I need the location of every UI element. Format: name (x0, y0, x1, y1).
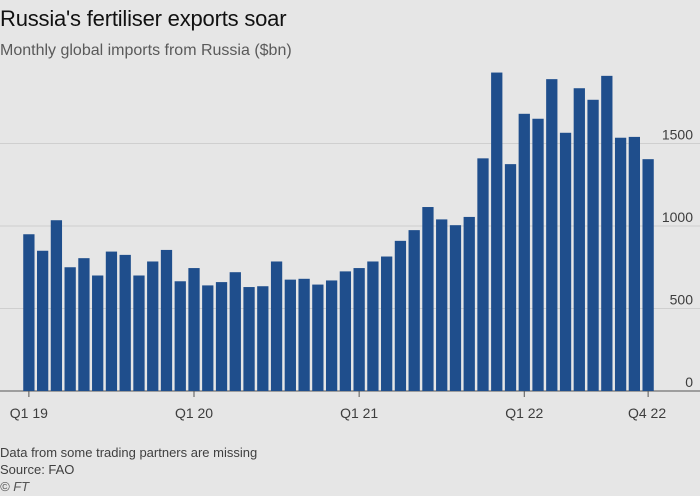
bar (105, 251, 118, 391)
bar (147, 261, 159, 391)
bar (202, 285, 214, 391)
bar (119, 254, 131, 392)
bar (312, 284, 324, 391)
x-tick-label: Q1 20 (175, 405, 213, 421)
bar (422, 207, 434, 391)
chart-title: Russia's fertiliser exports soar (0, 6, 287, 31)
x-tick-label: Q4 22 (628, 405, 666, 421)
bar (64, 267, 76, 391)
bar (642, 159, 654, 391)
bar (298, 278, 310, 391)
bar (174, 281, 186, 391)
bar (601, 75, 613, 391)
bar (367, 261, 379, 391)
bar (518, 113, 530, 392)
y-tick-label: 0 (685, 374, 693, 390)
y-tick-label: 1000 (662, 209, 693, 225)
bar (573, 88, 585, 391)
y-tick-label: 500 (670, 292, 694, 308)
bar (546, 79, 558, 392)
chart-subtitle: Monthly global imports from Russia ($bn) (0, 42, 292, 59)
footer-note: Data from some trading partners are miss… (0, 445, 258, 460)
bar (394, 240, 407, 391)
bar-chart: 0 500 1000 1500 Q1 19 Q1 20 Q1 21 Q1 22 Q4 22 (0, 72, 700, 421)
bar (559, 132, 572, 391)
bar (436, 219, 448, 391)
x-tick-label: Q1 21 (340, 405, 378, 421)
bar (477, 158, 489, 391)
bar (92, 275, 104, 391)
bar (532, 118, 544, 391)
bar (270, 261, 283, 391)
bar-series (23, 72, 654, 392)
bar (449, 225, 462, 391)
bar (23, 234, 35, 391)
source-text: Source: FAO (0, 462, 75, 477)
x-tick-label: Q1 19 (10, 405, 48, 421)
bar (504, 164, 517, 392)
bar (160, 249, 173, 391)
bar (215, 282, 228, 391)
bar (408, 230, 420, 392)
bar (50, 220, 63, 391)
bar (78, 258, 90, 391)
bar (614, 137, 627, 391)
y-axis: 0 500 1000 1500 (662, 127, 693, 391)
bar (284, 279, 296, 392)
bar (243, 287, 255, 391)
bar (188, 268, 200, 391)
bar (381, 256, 393, 391)
bar (628, 136, 640, 391)
bar (37, 250, 49, 391)
bar (257, 286, 269, 391)
bar (491, 72, 503, 392)
bar (353, 268, 365, 391)
bar (325, 280, 338, 391)
x-tick-label: Q1 22 (505, 405, 543, 421)
bar (587, 99, 599, 391)
x-axis: Q1 19 Q1 20 Q1 21 Q1 22 Q4 22 (10, 391, 666, 421)
bar (229, 272, 241, 391)
y-tick-label: 1500 (662, 127, 693, 143)
bar (463, 216, 475, 391)
copyright-text: © FT (0, 479, 30, 494)
bar (339, 271, 352, 392)
bar (133, 275, 145, 391)
